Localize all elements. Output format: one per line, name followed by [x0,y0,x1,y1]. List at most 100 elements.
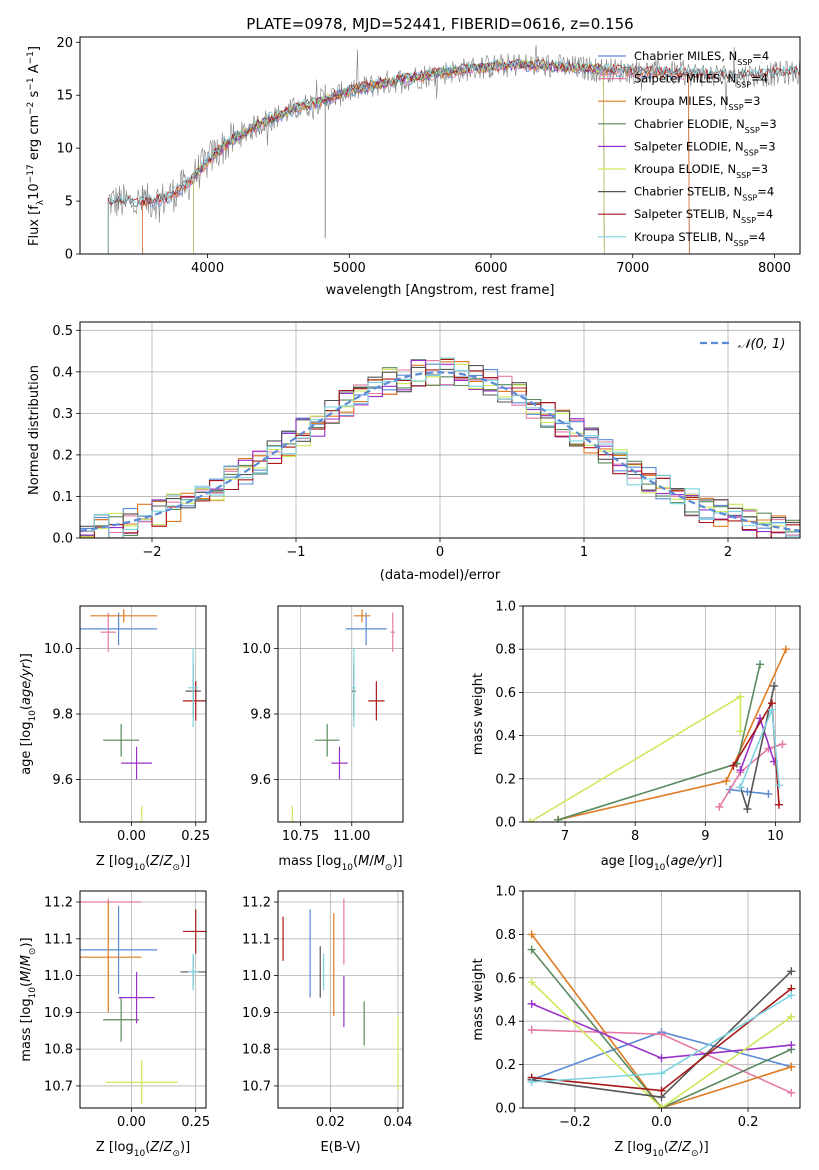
axes-frame [277,605,404,823]
weight-marker [787,1041,796,1050]
plot-area [282,898,399,1090]
model-line-salpeter-elodie [193,59,605,254]
y-tick-label: 10.0 [242,642,271,657]
x-tick-label: −2 [142,545,161,560]
axes-frame [79,890,207,1109]
weight-marker [554,815,563,822]
legend-label: Kroupa MILES, NSSP=3 [634,94,760,112]
legend-label: Salpeter ELODIE, NSSP=3 [634,139,776,157]
y-axis-label: mass [log10(M/M⊙)] [19,937,38,1061]
legend-label: 𝒩(0, 1) [738,337,785,352]
y-tick-label: 10.8 [44,1043,73,1058]
legend-label: Chabrier MILES, NSSP=4 [634,49,769,67]
y-tick-label: 10.9 [242,1006,271,1021]
y-tick-label: 9.8 [250,708,271,723]
x-tick-label: 11.00 [333,829,370,844]
x-tick-label: −1 [286,545,305,560]
weight-marker [657,1104,666,1108]
x-axis-label: Z [log10(Z/Z⊙)] [96,854,190,873]
panel-weights-vs-age: 7 8 9 10 0.0 0.2 0.4 0.6 0.8 1.0 age [log10(age/yr… [471,600,801,873]
legend-label: Salpeter STELIB, NSSP=4 [634,207,773,225]
plot-area [80,609,206,822]
y-tick-label: 10.9 [44,1006,73,1021]
model-line-salpeter-stelib [107,58,800,254]
y-tick-label: 10.7 [44,1079,73,1094]
y-tick-label: 0.4 [52,365,73,380]
axes-frame [79,36,801,255]
y-tick-label: 15 [56,89,73,104]
x-axis-label: (data-model)/error [380,568,501,583]
x-tick-label: 9 [701,829,709,844]
x-tick-label: 10 [767,829,784,844]
x-tick-label: 0 [436,545,444,560]
y-tick-label: 11.0 [242,969,271,984]
y-tick-label: 11.1 [242,932,271,947]
x-tick-label: 7000 [616,261,649,276]
y-tick-label: 0 [65,248,73,263]
y-tick-label: 0.6 [495,686,516,701]
y-tick-label: 5 [65,195,73,210]
weight-marker [526,818,535,822]
legend-label: Kroupa ELODIE, NSSP=3 [634,162,768,180]
weight-marker [774,781,783,790]
y-axis-label: mass weight [471,673,486,755]
plot-area [526,645,790,822]
axes-frame [522,890,801,1109]
weight-marker [527,978,536,987]
x-tick-label: 0.00 [117,1115,146,1130]
x-tick-label: 4000 [191,261,224,276]
figure-title: PLATE=0978, MJD=52441, FIBERID=0616, z=0… [246,15,633,33]
x-tick-label: 0.2 [738,1115,759,1130]
weight-marker [736,783,745,792]
weight-marker [743,787,752,796]
panel-mass-vs-ebv: 0.02 0.04 10.7 10.8 10.9 11.0 11.1 11.2 E(B-V) [242,890,412,1155]
legend-label: Salpeter MILES, NSSP=4 [634,72,768,90]
histogram-kroupa-stelib [80,357,800,538]
x-tick-label: 0.04 [383,1115,412,1130]
x-tick-label: 8000 [758,261,791,276]
axes-frame [79,321,801,539]
x-axis-label: age [log10(age/yr)] [601,854,723,873]
y-tick-label: 0.4 [495,1015,516,1030]
panel-age-vs-mass: 10.75 11.00 9.6 9.8 10.0 mass [log10(M/M⊙)] [242,605,404,873]
axes-frame [277,890,404,1109]
legend-label: Chabrier STELIB, NSSP=4 [634,185,774,203]
weight-line-kroupa-miles [531,933,792,1108]
x-tick-label: 10.75 [282,829,319,844]
weight-marker [787,1062,796,1071]
y-tick-label: 10.7 [242,1079,271,1094]
weight-marker [657,1086,666,1095]
x-axis-label: Z [log10(Z/Z⊙)] [614,1140,708,1159]
x-tick-label: 6000 [474,261,507,276]
y-tick-label: 0.2 [495,772,516,787]
weight-marker [787,1088,796,1097]
y-axis-label: age [log10(age/yr)] [19,653,38,775]
weight-marker [736,727,745,736]
weight-marker [722,776,731,785]
weight-marker [770,681,779,690]
y-tick-label: 0.3 [52,407,73,422]
weight-marker [764,789,773,798]
axes-frame [79,605,207,823]
x-tick-label: −0.2 [559,1115,591,1130]
weight-marker [657,1030,666,1039]
x-tick-label: 1 [580,545,588,560]
x-tick-label: 2 [724,545,732,560]
y-tick-label: 11.1 [44,932,73,947]
plot-area [280,609,395,822]
weight-marker [736,766,745,775]
model-line-chabrier-miles [142,61,690,254]
x-tick-label: 8 [631,829,639,844]
y-tick-label: 1.0 [495,600,516,615]
weight-marker [756,660,765,669]
panel-age-vs-Z: 0.00 0.25 9.6 9.8 10.0 Z [log10(Z/Z⊙)] age [lo… [19,605,210,873]
y-tick-label: 0.2 [52,448,73,463]
y-tick-label: 0.8 [495,643,516,658]
weight-marker [787,1012,796,1021]
y-tick-label: 10.0 [44,642,73,657]
weight-marker [781,645,790,654]
x-tick-label: 0.0 [651,1115,672,1130]
weight-marker [657,1054,666,1063]
legend-label: Kroupa STELIB, NSSP=4 [634,230,765,248]
y-tick-label: 0.5 [52,324,73,339]
